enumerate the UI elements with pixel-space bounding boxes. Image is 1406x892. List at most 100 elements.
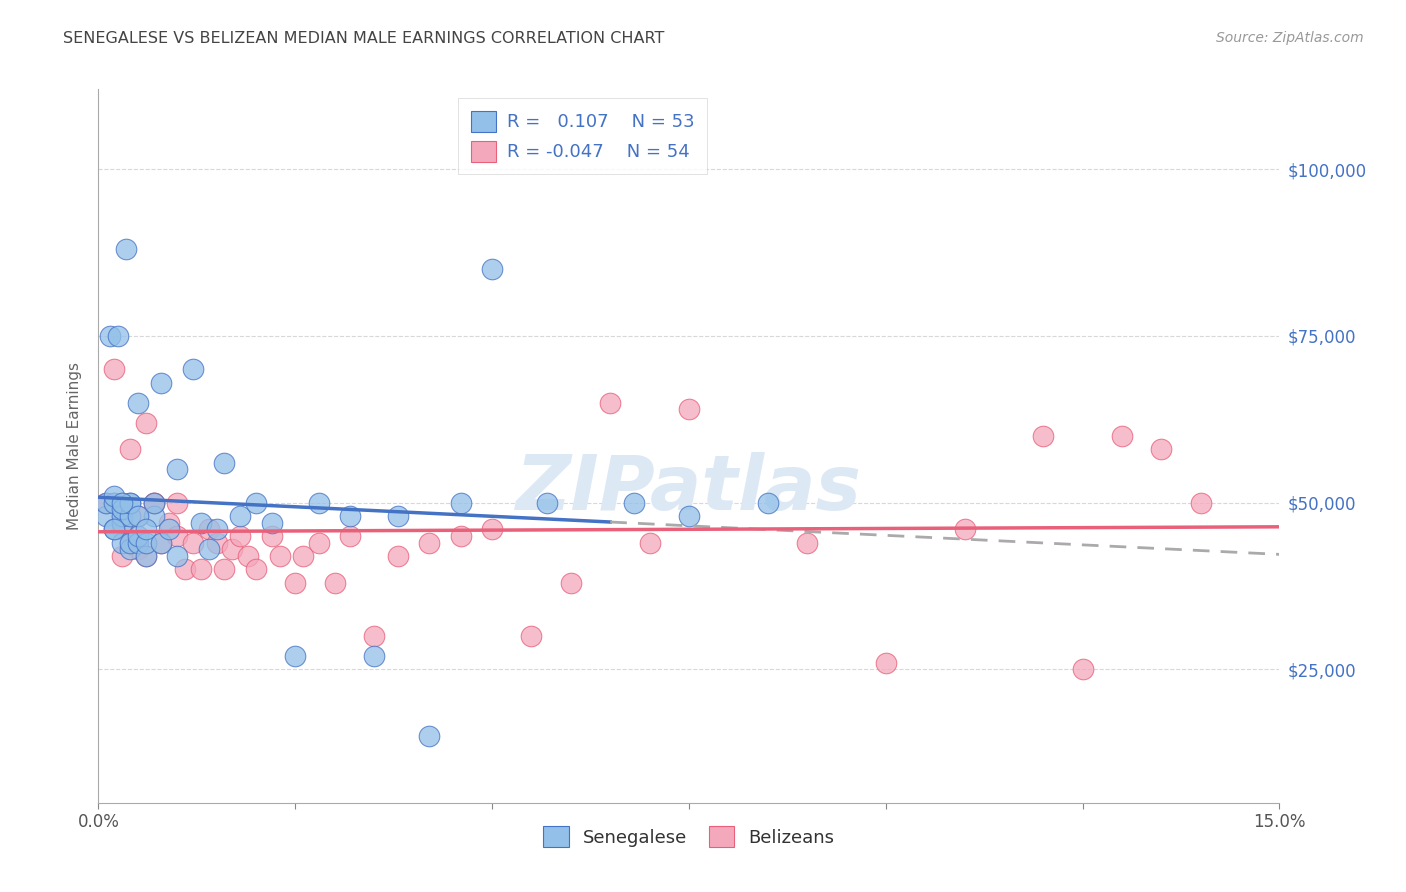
Point (1032, 429, 1054, 443)
Point (339, 509, 361, 524)
Point (678, 402, 700, 417)
Text: SENEGALESE VS BELIZEAN MEDIAN MALE EARNINGS CORRELATION CHART: SENEGALESE VS BELIZEAN MEDIAN MALE EARNI… (63, 31, 665, 46)
Point (481, 262, 503, 277)
Point (127, 509, 149, 524)
Point (103, 496, 125, 510)
Point (269, 549, 291, 563)
Point (260, 529, 283, 543)
Point (166, 549, 188, 563)
Point (599, 395, 621, 409)
Point (418, 535, 440, 549)
Point (118, 509, 141, 524)
Point (481, 522, 503, 536)
Point (284, 649, 307, 664)
Point (229, 529, 252, 543)
Text: ZIPatlas: ZIPatlas (516, 452, 862, 525)
Point (450, 496, 472, 510)
Point (142, 496, 165, 510)
Point (308, 535, 330, 549)
Point (150, 535, 173, 549)
Point (190, 516, 212, 530)
Point (623, 496, 645, 510)
Point (150, 535, 173, 549)
Point (1111, 429, 1133, 443)
Point (292, 549, 315, 563)
Point (221, 542, 243, 557)
Point (214, 456, 236, 470)
Point (150, 376, 173, 390)
Point (135, 535, 157, 549)
Point (127, 529, 149, 543)
Point (111, 496, 134, 510)
Point (142, 509, 165, 524)
Point (103, 522, 125, 536)
Point (118, 535, 141, 549)
Point (96, 509, 118, 524)
Point (875, 656, 897, 670)
Point (157, 522, 180, 536)
Point (181, 535, 204, 549)
Point (166, 462, 188, 476)
Point (418, 729, 440, 743)
Point (96, 496, 118, 510)
Point (142, 496, 165, 510)
Point (181, 362, 204, 376)
Point (135, 416, 157, 430)
Point (111, 502, 134, 516)
Point (142, 496, 165, 510)
Point (135, 549, 157, 563)
Point (111, 496, 134, 510)
Point (166, 529, 188, 543)
Point (214, 562, 236, 576)
Point (560, 575, 582, 590)
Point (127, 542, 149, 557)
Point (387, 549, 409, 563)
Point (118, 442, 141, 457)
Point (796, 535, 818, 549)
Y-axis label: Median Male Earnings: Median Male Earnings (67, 362, 83, 530)
Point (107, 329, 129, 343)
Point (118, 496, 141, 510)
Point (135, 522, 157, 536)
Point (111, 522, 134, 536)
Point (363, 629, 385, 643)
Point (520, 629, 543, 643)
Point (135, 549, 157, 563)
Point (111, 509, 134, 524)
Point (245, 562, 267, 576)
Point (678, 509, 700, 524)
Point (103, 362, 125, 376)
Point (205, 535, 228, 549)
Point (111, 509, 134, 524)
Point (103, 489, 125, 503)
Point (111, 535, 134, 549)
Point (245, 496, 267, 510)
Point (103, 522, 125, 536)
Point (1071, 662, 1094, 676)
Point (236, 549, 259, 563)
Point (96, 496, 118, 510)
Point (197, 522, 219, 536)
Point (157, 516, 180, 530)
Point (127, 509, 149, 524)
Text: Source: ZipAtlas.com: Source: ZipAtlas.com (1216, 31, 1364, 45)
Point (118, 535, 141, 549)
Point (638, 535, 661, 549)
Point (115, 242, 138, 256)
Point (308, 496, 330, 510)
Point (363, 649, 385, 664)
Point (98, 329, 121, 343)
Point (1189, 496, 1212, 510)
Point (190, 562, 212, 576)
Point (111, 516, 134, 530)
Point (953, 522, 976, 536)
Point (1150, 442, 1173, 457)
Point (166, 496, 188, 510)
Point (450, 529, 472, 543)
Legend: Senegalese, Belizeans: Senegalese, Belizeans (533, 815, 845, 858)
Point (756, 496, 779, 510)
Point (118, 496, 141, 510)
Point (118, 542, 141, 557)
Point (229, 509, 252, 524)
Point (174, 562, 197, 576)
